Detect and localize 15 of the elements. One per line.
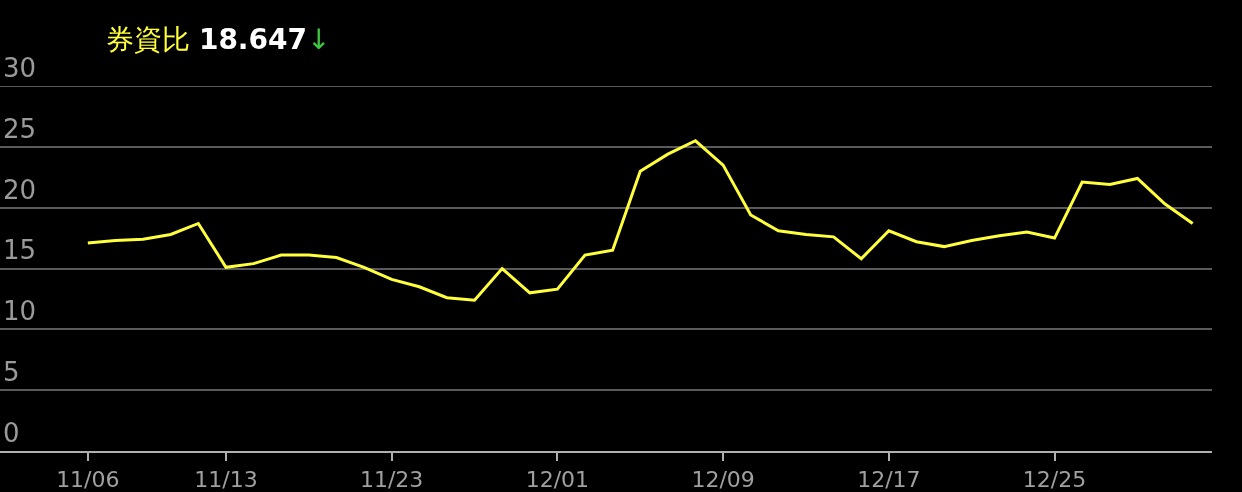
x-tick-label: 12/17 bbox=[857, 467, 921, 492]
x-tick-label: 12/25 bbox=[1022, 467, 1087, 492]
y-tick-label: 10 bbox=[3, 296, 37, 327]
chart-title: 券資比 18.647↓ bbox=[106, 23, 331, 56]
x-tick-label: 11/06 bbox=[56, 467, 120, 492]
y-tick-label: 20 bbox=[3, 174, 37, 205]
x-tick-label: 12/01 bbox=[525, 467, 590, 492]
y-tick-label: 30 bbox=[3, 52, 37, 83]
y-tick-label: 15 bbox=[3, 235, 37, 266]
x-tick-label: 12/09 bbox=[691, 467, 755, 492]
x-tick-label: 11/13 bbox=[194, 467, 258, 492]
y-tick-label: 0 bbox=[3, 417, 20, 448]
x-tick-label: 11/23 bbox=[359, 467, 424, 492]
y-tick-label: 25 bbox=[3, 113, 37, 144]
y-tick-label: 5 bbox=[3, 357, 20, 388]
